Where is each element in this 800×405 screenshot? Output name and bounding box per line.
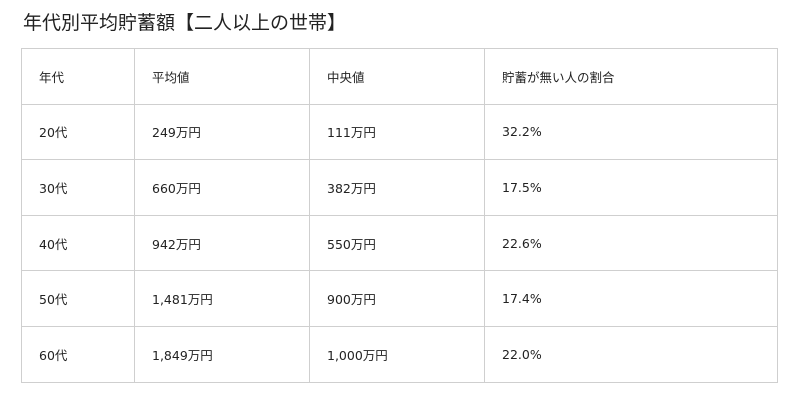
table-row: 30代 660万円 382万円 17.5% <box>21 159 778 216</box>
page-title: 年代別平均貯蓄額【二人以上の世帯】 <box>23 12 347 34</box>
age-cell: 60代 <box>21 325 135 383</box>
age-cell: 40代 <box>21 214 135 272</box>
age-cell: 30代 <box>21 159 135 216</box>
average-cell: 1,481万円 <box>134 270 310 327</box>
table-header-row: 年代 平均値 中央値 貯蓄が無い人の割合 <box>21 48 778 105</box>
header-average: 平均値 <box>134 48 310 105</box>
savings-table: 年代 平均値 中央値 貯蓄が無い人の割合 20代 249万円 111万円 32.… <box>21 48 778 383</box>
median-cell: 550万円 <box>309 214 485 272</box>
header-no-savings-rate: 貯蓄が無い人の割合 <box>484 48 778 105</box>
table-row: 60代 1,849万円 1,000万円 22.0% <box>21 325 778 383</box>
table-row: 20代 249万円 111万円 32.2% <box>21 103 778 161</box>
header-median: 中央値 <box>309 48 485 105</box>
median-cell: 900万円 <box>309 270 485 327</box>
median-cell: 382万円 <box>309 159 485 216</box>
average-cell: 660万円 <box>134 159 310 216</box>
no-savings-rate-cell: 22.6% <box>484 214 778 272</box>
no-savings-rate-cell: 17.5% <box>484 159 778 216</box>
table-row: 50代 1,481万円 900万円 17.4% <box>21 270 778 327</box>
no-savings-rate-cell: 22.0% <box>484 325 778 383</box>
table-row: 40代 942万円 550万円 22.6% <box>21 214 778 272</box>
header-age: 年代 <box>21 48 135 105</box>
average-cell: 942万円 <box>134 214 310 272</box>
no-savings-rate-cell: 17.4% <box>484 270 778 327</box>
no-savings-rate-cell: 32.2% <box>484 103 778 161</box>
median-cell: 1,000万円 <box>309 325 485 383</box>
average-cell: 249万円 <box>134 103 310 161</box>
median-cell: 111万円 <box>309 103 485 161</box>
average-cell: 1,849万円 <box>134 325 310 383</box>
age-cell: 50代 <box>21 270 135 327</box>
age-cell: 20代 <box>21 103 135 161</box>
